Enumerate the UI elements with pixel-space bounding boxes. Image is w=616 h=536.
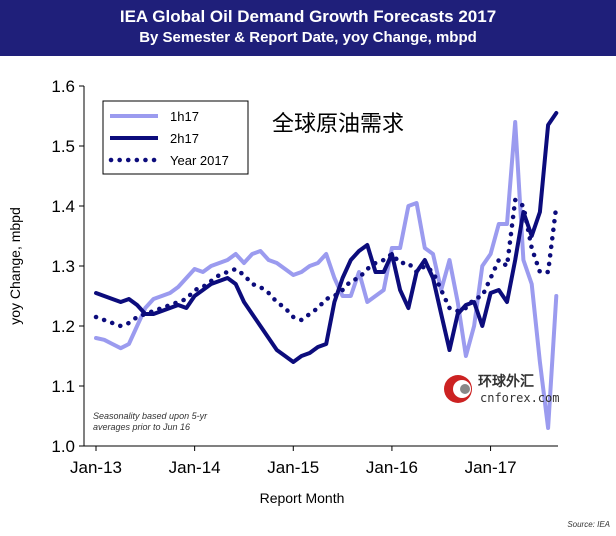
chart-area: 1.0 1.1 1.2 1.3 1.4 1.5 1.6 Jan-13 Jan-14 Jan-15… [0, 56, 616, 536]
y-tick-label: 1.0 [51, 437, 75, 456]
watermark-cn: 环球外汇 [478, 373, 534, 390]
y-axis-label: yoy Change, mbpd [7, 207, 23, 325]
source-label: Source: IEA [567, 520, 610, 529]
watermark-en: cnforex.com [480, 391, 559, 405]
annotation-cn: 全球原油需求 [272, 112, 404, 137]
x-tick-label: Jan-13 [70, 458, 122, 477]
x-tick-label: Jan-17 [465, 458, 517, 477]
chart-header: IEA Global Oil Demand Growth Forecasts 2… [0, 0, 616, 56]
watermark-logo: 环球外汇 cnforex.com [444, 373, 559, 405]
chart-title: IEA Global Oil Demand Growth Forecasts 2… [119, 7, 497, 26]
series-line-2h17 [94, 111, 559, 364]
y-tick-label: 1.5 [51, 137, 75, 156]
y-tick-label: 1.1 [51, 377, 75, 396]
x-tick-label: Jan-16 [366, 458, 418, 477]
legend-label-2h17: 2h17 [170, 131, 199, 146]
series-layer [93, 111, 559, 430]
x-tick-group: Jan-13 Jan-14 Jan-15 Jan-16 Jan-17 [70, 446, 517, 477]
legend-label-year2017: Year 2017 [170, 153, 229, 168]
chart-subtitle: By Semester & Report Date, yoy Change, m… [139, 29, 477, 46]
series-line-year2017 [93, 197, 559, 329]
note-line-2: averages prior to Jun 16 [93, 422, 190, 432]
x-axis-label: Report Month [260, 490, 345, 506]
x-tick-label: Jan-15 [267, 458, 319, 477]
y-tick-label: 1.3 [51, 257, 75, 276]
legend-label-1h17: 1h17 [170, 109, 199, 124]
y-tick-label: 1.6 [51, 77, 75, 96]
y-tick-label: 1.4 [51, 197, 75, 216]
y-tick-group: 1.0 1.1 1.2 1.3 1.4 1.5 1.6 [51, 77, 84, 456]
series-line-1h17 [94, 120, 559, 430]
note-line-1: Seasonality based upon 5-yr [93, 411, 208, 421]
y-tick-label: 1.2 [51, 317, 75, 336]
x-tick-label: Jan-14 [169, 458, 221, 477]
legend: 1h17 2h17 Year 2017 [102, 100, 249, 175]
